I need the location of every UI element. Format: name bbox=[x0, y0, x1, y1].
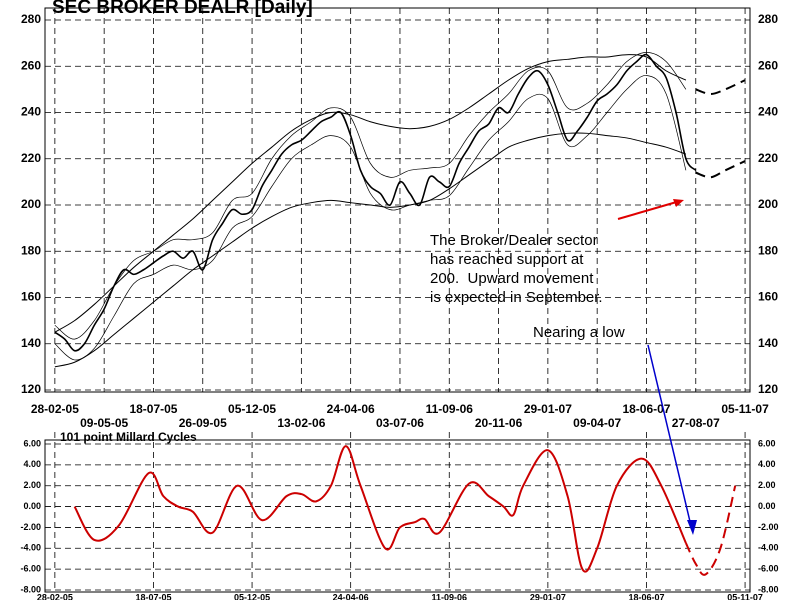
y-tick-label-right: 200 bbox=[758, 197, 778, 211]
y-tick-label-right: 180 bbox=[758, 243, 778, 257]
x-tick-label: 28-02-05 bbox=[31, 402, 79, 416]
y-tick-label: 2.00 bbox=[23, 480, 41, 490]
y-tick-label-right: 140 bbox=[758, 336, 778, 350]
x-tick-label: 05-11-07 bbox=[721, 402, 769, 416]
y-tick-label: 0.00 bbox=[23, 501, 41, 511]
panel-title: 101 point Millard Cycles bbox=[60, 430, 197, 444]
y-tick-label-right: 120 bbox=[758, 382, 778, 396]
annotation-arrow bbox=[647, 344, 693, 531]
x-tick-label: 24-04-06 bbox=[327, 402, 375, 416]
y-tick-label-right: -4.00 bbox=[758, 543, 779, 553]
annotation-text: The Broker/Dealer sector bbox=[430, 232, 598, 249]
y-tick-label: 180 bbox=[21, 243, 41, 257]
y-tick-label-right: 2.00 bbox=[758, 480, 776, 490]
x-tick-label: 26-09-05 bbox=[179, 416, 227, 430]
y-tick-label: 6.00 bbox=[23, 438, 41, 448]
y-tick-label: 120 bbox=[21, 382, 41, 396]
x-tick-label: 18-07-05 bbox=[129, 402, 177, 416]
series-line bbox=[695, 160, 746, 179]
y-tick-label: -2.00 bbox=[20, 522, 41, 532]
y-tick-label-right: 160 bbox=[758, 290, 778, 304]
x-tick-label: 11-09-06 bbox=[426, 402, 474, 416]
x-tick-label: 29-01-07 bbox=[530, 592, 566, 600]
y-tick-label-right: 0.00 bbox=[758, 501, 776, 511]
x-tick-label: 13-02-06 bbox=[277, 416, 325, 430]
y-tick-label-right: -8.00 bbox=[758, 584, 779, 594]
series-line bbox=[54, 132, 687, 368]
y-tick-label: 4.00 bbox=[23, 459, 41, 469]
y-tick-label-right: 220 bbox=[758, 151, 778, 165]
y-tick-label: 280 bbox=[21, 12, 41, 26]
x-tick-label: 09-05-05 bbox=[80, 416, 128, 430]
y-tick-label: 220 bbox=[21, 151, 41, 165]
x-tick-label: 29-01-07 bbox=[524, 402, 572, 416]
y-tick-label: 200 bbox=[21, 197, 41, 211]
x-tick-label: 18-07-05 bbox=[135, 592, 171, 600]
y-tick-label: 160 bbox=[21, 290, 41, 304]
annotation-text: has reached support at bbox=[430, 251, 584, 268]
series-line bbox=[54, 52, 687, 340]
y-tick-label: 260 bbox=[21, 58, 41, 72]
x-tick-label: 27-08-07 bbox=[672, 416, 720, 430]
x-tick-label: 05-11-07 bbox=[727, 592, 763, 600]
x-tick-label: 24-04-06 bbox=[333, 592, 369, 600]
y-tick-label-right: 6.00 bbox=[758, 438, 776, 448]
series-line bbox=[73, 445, 687, 573]
y-tick-label-right: 4.00 bbox=[758, 459, 776, 469]
series-line bbox=[695, 79, 746, 96]
y-tick-label: -4.00 bbox=[20, 543, 41, 553]
y-tick-label: -8.00 bbox=[20, 584, 41, 594]
x-tick-label: 20-11-06 bbox=[475, 416, 523, 430]
x-tick-label: 05-12-05 bbox=[234, 592, 270, 600]
chart-title: SEC BROKER DEALR [Daily] bbox=[52, 0, 313, 18]
x-tick-label: 09-04-07 bbox=[573, 416, 621, 430]
annotation-text: is expected in September. bbox=[430, 289, 603, 306]
x-tick-label: 03-07-06 bbox=[376, 416, 424, 430]
series-line bbox=[54, 54, 687, 333]
y-tick-label-right: 280 bbox=[758, 12, 778, 26]
top-frame bbox=[44, 7, 751, 393]
y-tick-label-right: -2.00 bbox=[758, 522, 779, 532]
series-line bbox=[685, 485, 737, 576]
y-tick-label-right: 240 bbox=[758, 105, 778, 119]
y-tick-label: 140 bbox=[21, 336, 41, 350]
series-line bbox=[54, 75, 687, 361]
annotations bbox=[617, 199, 697, 535]
series-line bbox=[54, 53, 697, 352]
arrow-head bbox=[687, 520, 697, 535]
x-tick-label: 18-06-07 bbox=[628, 592, 664, 600]
y-tick-label: 240 bbox=[21, 105, 41, 119]
x-tick-label: 28-02-05 bbox=[37, 592, 73, 600]
arrow-head bbox=[673, 199, 684, 207]
annotation-text: 200. Upward movement bbox=[430, 270, 594, 287]
bottom-frame bbox=[44, 439, 751, 593]
y-tick-label: -6.00 bbox=[20, 564, 41, 574]
x-tick-label: 05-12-05 bbox=[228, 402, 276, 416]
y-tick-label-right: -6.00 bbox=[758, 564, 779, 574]
annotation-arrow bbox=[617, 200, 681, 220]
y-tick-label-right: 260 bbox=[758, 58, 778, 72]
x-tick-label: 18-06-07 bbox=[622, 402, 670, 416]
x-tick-label: 11-09-06 bbox=[432, 592, 468, 600]
annotation-text: Nearing a low bbox=[533, 324, 625, 341]
